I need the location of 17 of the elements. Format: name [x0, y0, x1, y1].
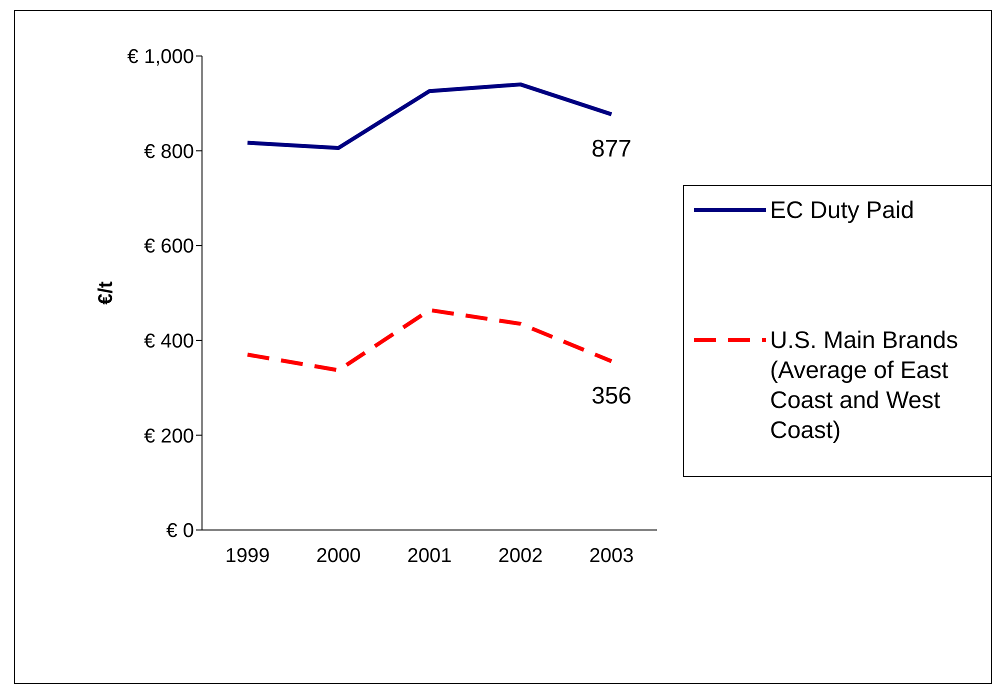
legend-label: EC Duty Paid: [770, 196, 916, 226]
y-tick-label: € 0: [166, 520, 194, 542]
x-tick-label: 2002: [498, 545, 543, 568]
x-tick-label: 1999: [225, 545, 270, 568]
x-tick-label: 2003: [589, 545, 634, 568]
x-tick-label: 2000: [316, 545, 361, 568]
data-label: 877: [591, 135, 632, 162]
y-axis-title: €/t: [95, 280, 118, 305]
y-tick-label: € 600: [144, 236, 194, 258]
legend-label: U.S. Main Brands (Average of East Coast and West Coast): [770, 326, 960, 446]
y-tick-label: € 800: [144, 140, 194, 163]
x-tick-label: 2001: [407, 545, 452, 568]
data-label: 356: [591, 382, 632, 410]
y-tick-label: € 1,000: [127, 46, 194, 68]
y-tick-label: € 400: [144, 330, 194, 352]
y-tick-label: € 200: [144, 425, 194, 448]
line-series: [246, 308, 614, 372]
